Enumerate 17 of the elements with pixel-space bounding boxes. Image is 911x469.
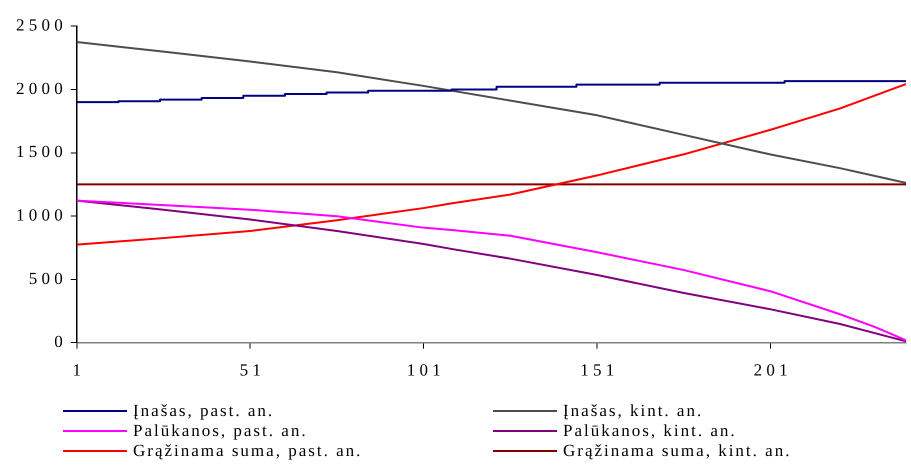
legend-label: Palūkanos, kint. an. bbox=[563, 421, 737, 441]
y-tick-label: 1 5 0 0 bbox=[16, 142, 63, 162]
x-tick-label: 1 5 1 bbox=[580, 360, 614, 380]
y-tick-label: 5 0 0 bbox=[28, 268, 63, 288]
x-tick-label: 5 1 bbox=[240, 360, 261, 380]
x-tick-label: 1 bbox=[72, 360, 81, 380]
legend-label: Palūkanos, past. an. bbox=[133, 421, 308, 441]
y-tick-label: 2 0 0 0 bbox=[16, 78, 63, 98]
legend-label: Įnašas, past. an. bbox=[133, 401, 274, 421]
legend-label: Grąžinama suma, kint. an. bbox=[563, 441, 792, 461]
x-tick-label: 2 0 1 bbox=[754, 360, 788, 380]
y-tick-label: 0 bbox=[54, 332, 63, 352]
legend-label: Grąžinama suma, past. an. bbox=[133, 441, 362, 461]
x-tick-label: 1 0 1 bbox=[406, 360, 441, 380]
y-tick-label: 2 5 0 0 bbox=[16, 16, 63, 35]
y-tick-label: 1 0 0 0 bbox=[16, 206, 63, 225]
legend-label: Įnašas, kint. an. bbox=[563, 401, 704, 421]
